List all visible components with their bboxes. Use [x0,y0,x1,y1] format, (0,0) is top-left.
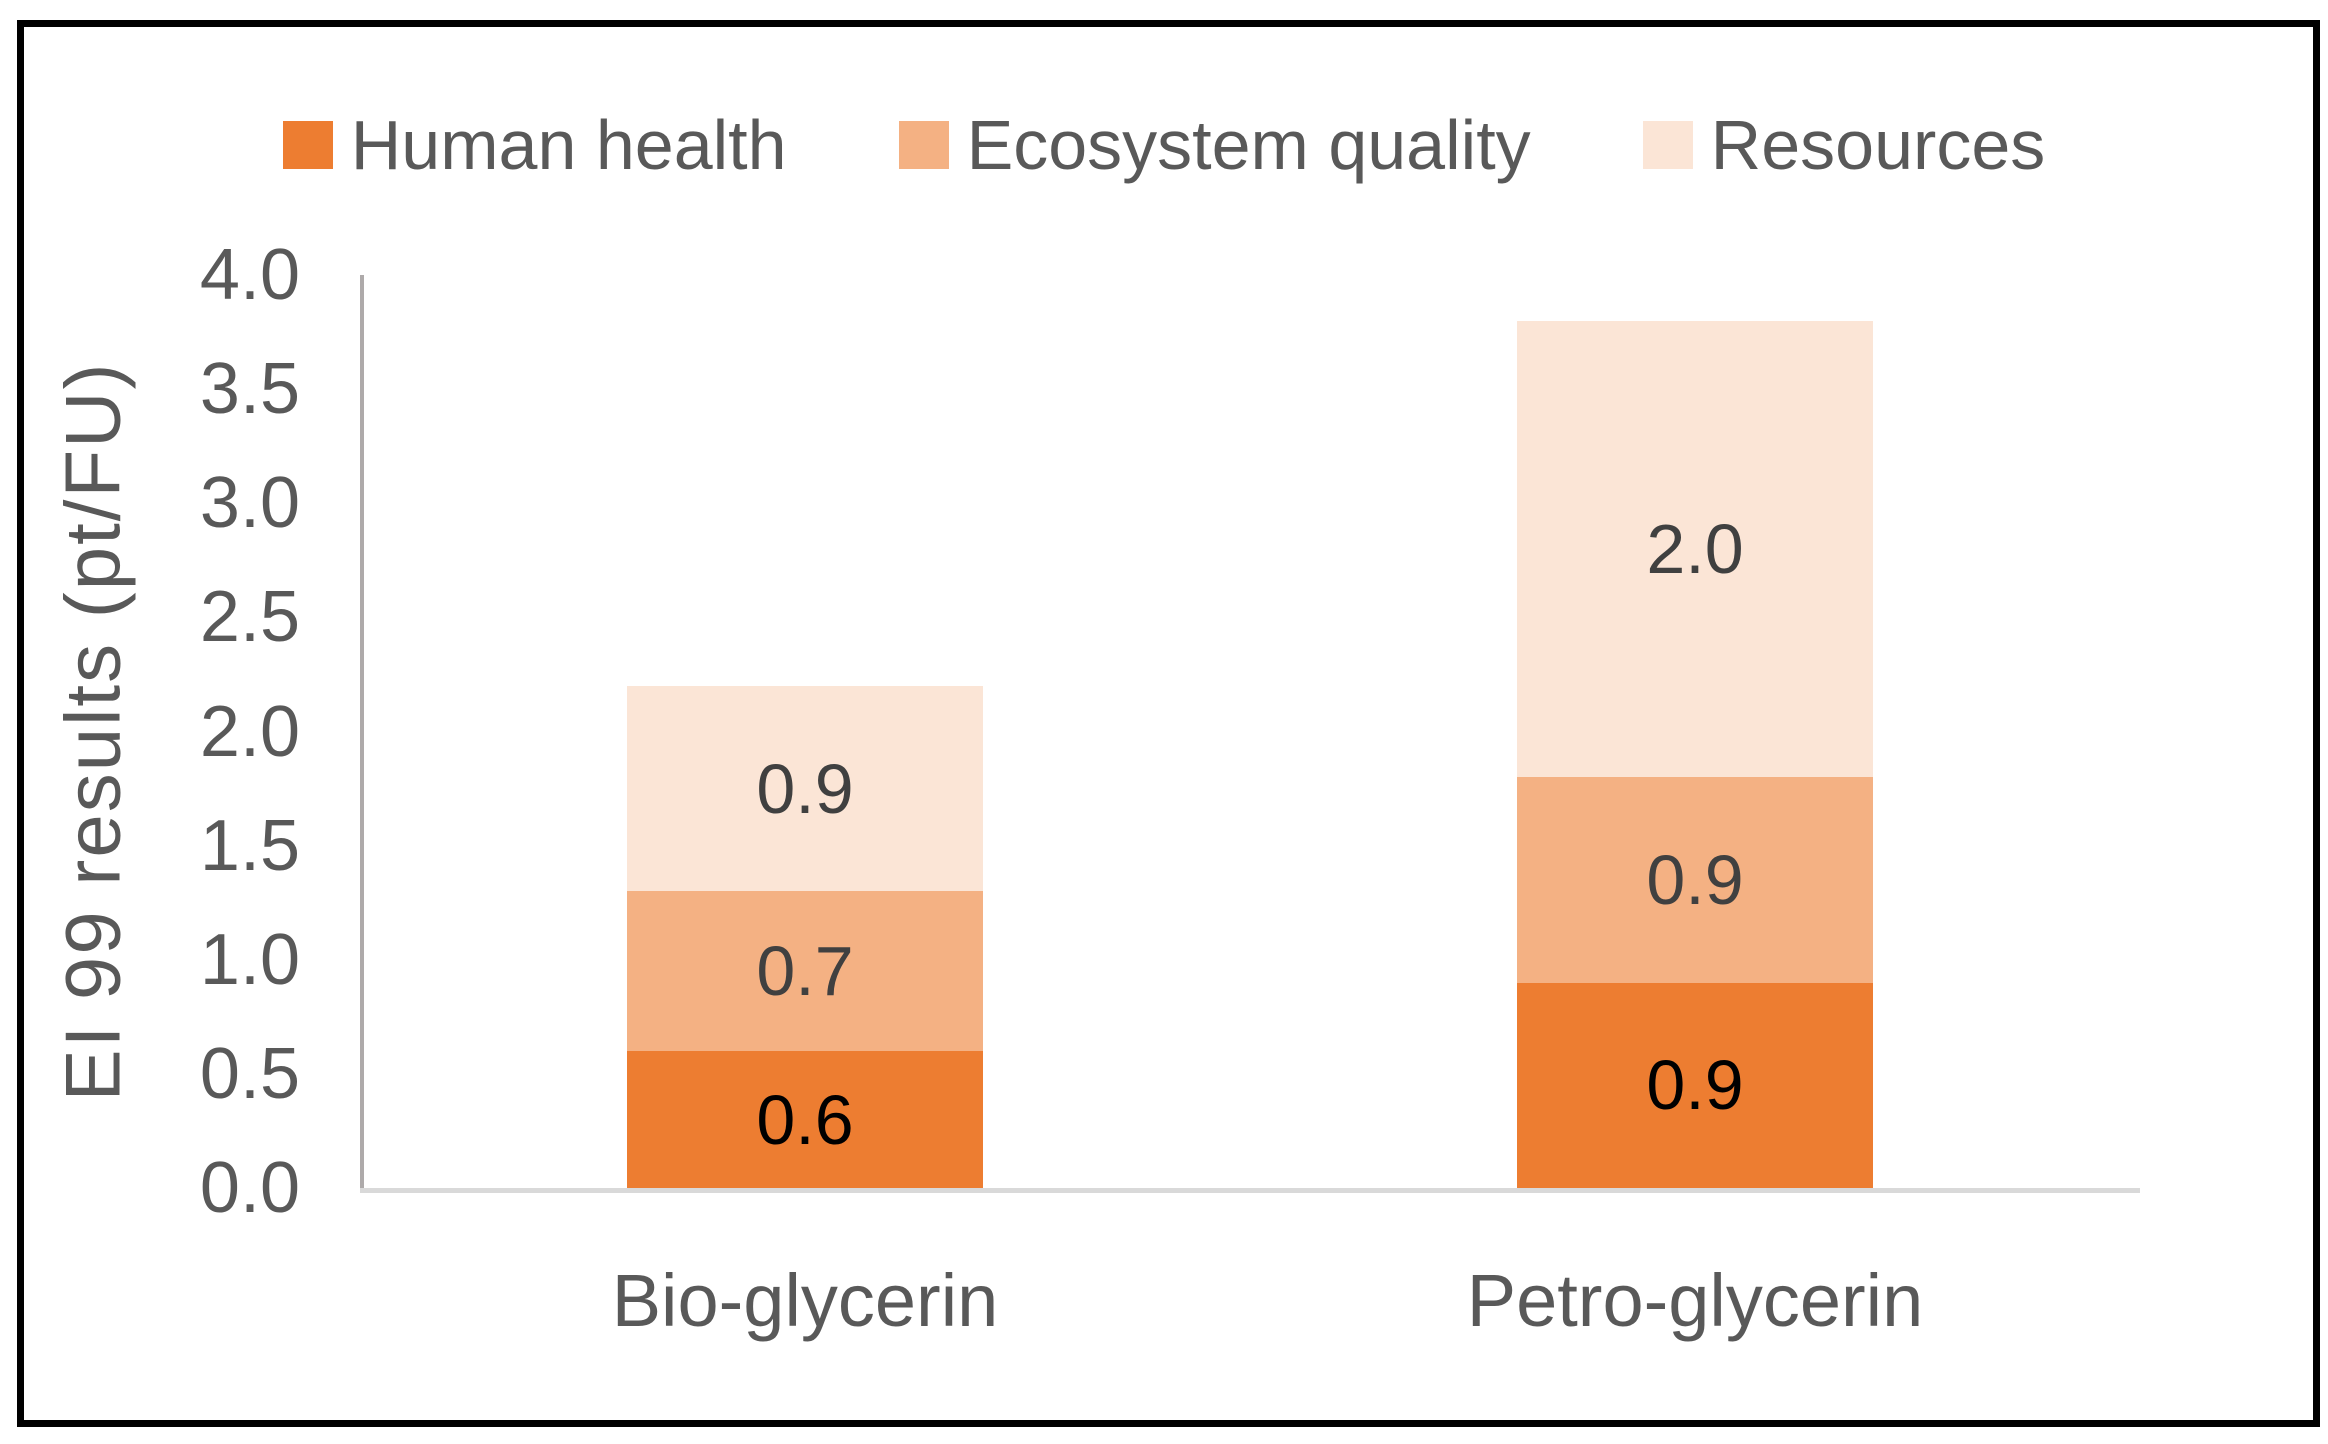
y-axis-tick-label: 4.0 [199,235,300,315]
legend-swatch-icon [282,121,333,169]
y-axis-tick-label: 0.5 [199,1033,300,1114]
x-axis-category-label: Bio-glycerin [611,1259,999,1342]
bar-value-label: 0.6 [756,1080,854,1159]
bar-value-label: 0.9 [1646,1046,1744,1125]
bar-value-label: 2.0 [1646,509,1744,588]
y-axis-tick-label: 0.0 [199,1148,300,1228]
bar-petro-glycerin: 2.0 0.9 0.9 [1517,320,1873,1188]
legend-swatch-icon [898,121,949,169]
bar-bio-glycerin: 0.9 0.7 0.6 [627,685,983,1188]
legend-label: Resources [1710,106,2046,184]
bar-value-label: 0.7 [756,932,854,1011]
legend-item-ecosystem-quality: Ecosystem quality [898,105,1531,185]
y-axis-tick-label: 2.0 [199,691,300,772]
y-axis-tick-label: 3.5 [199,349,300,430]
bar-segment-human-health: 0.9 [1517,982,1873,1188]
bar-segment-ecosystem-quality: 0.9 [1517,777,1873,983]
legend-label: Human health [350,106,787,184]
bar-segment-resources: 2.0 [1517,320,1873,778]
y-axis-line [360,275,364,1188]
legend-item-human-health: Human health [282,105,787,185]
bar-value-label: 0.9 [756,749,854,828]
y-axis-tick-label: 2.5 [199,577,300,658]
legend-swatch-icon [1642,121,1693,169]
x-axis-category-label: Petro-glycerin [1466,1259,1924,1342]
y-axis-tick-label: 1.5 [199,805,300,886]
bar-segment-ecosystem-quality: 0.7 [627,891,983,1052]
x-axis-line [360,1188,2140,1193]
legend-label: Ecosystem quality [966,106,1531,184]
legend: Human health Ecosystem quality Resources [0,95,2328,195]
y-axis-tick-label: 1.0 [199,919,300,1000]
bar-segment-resources: 0.9 [627,685,983,892]
y-axis-tick-label: 3.0 [199,463,300,544]
bar-segment-human-health: 0.6 [627,1051,983,1188]
bar-value-label: 0.9 [1646,840,1744,919]
legend-item-resources: Resources [1642,105,2046,185]
